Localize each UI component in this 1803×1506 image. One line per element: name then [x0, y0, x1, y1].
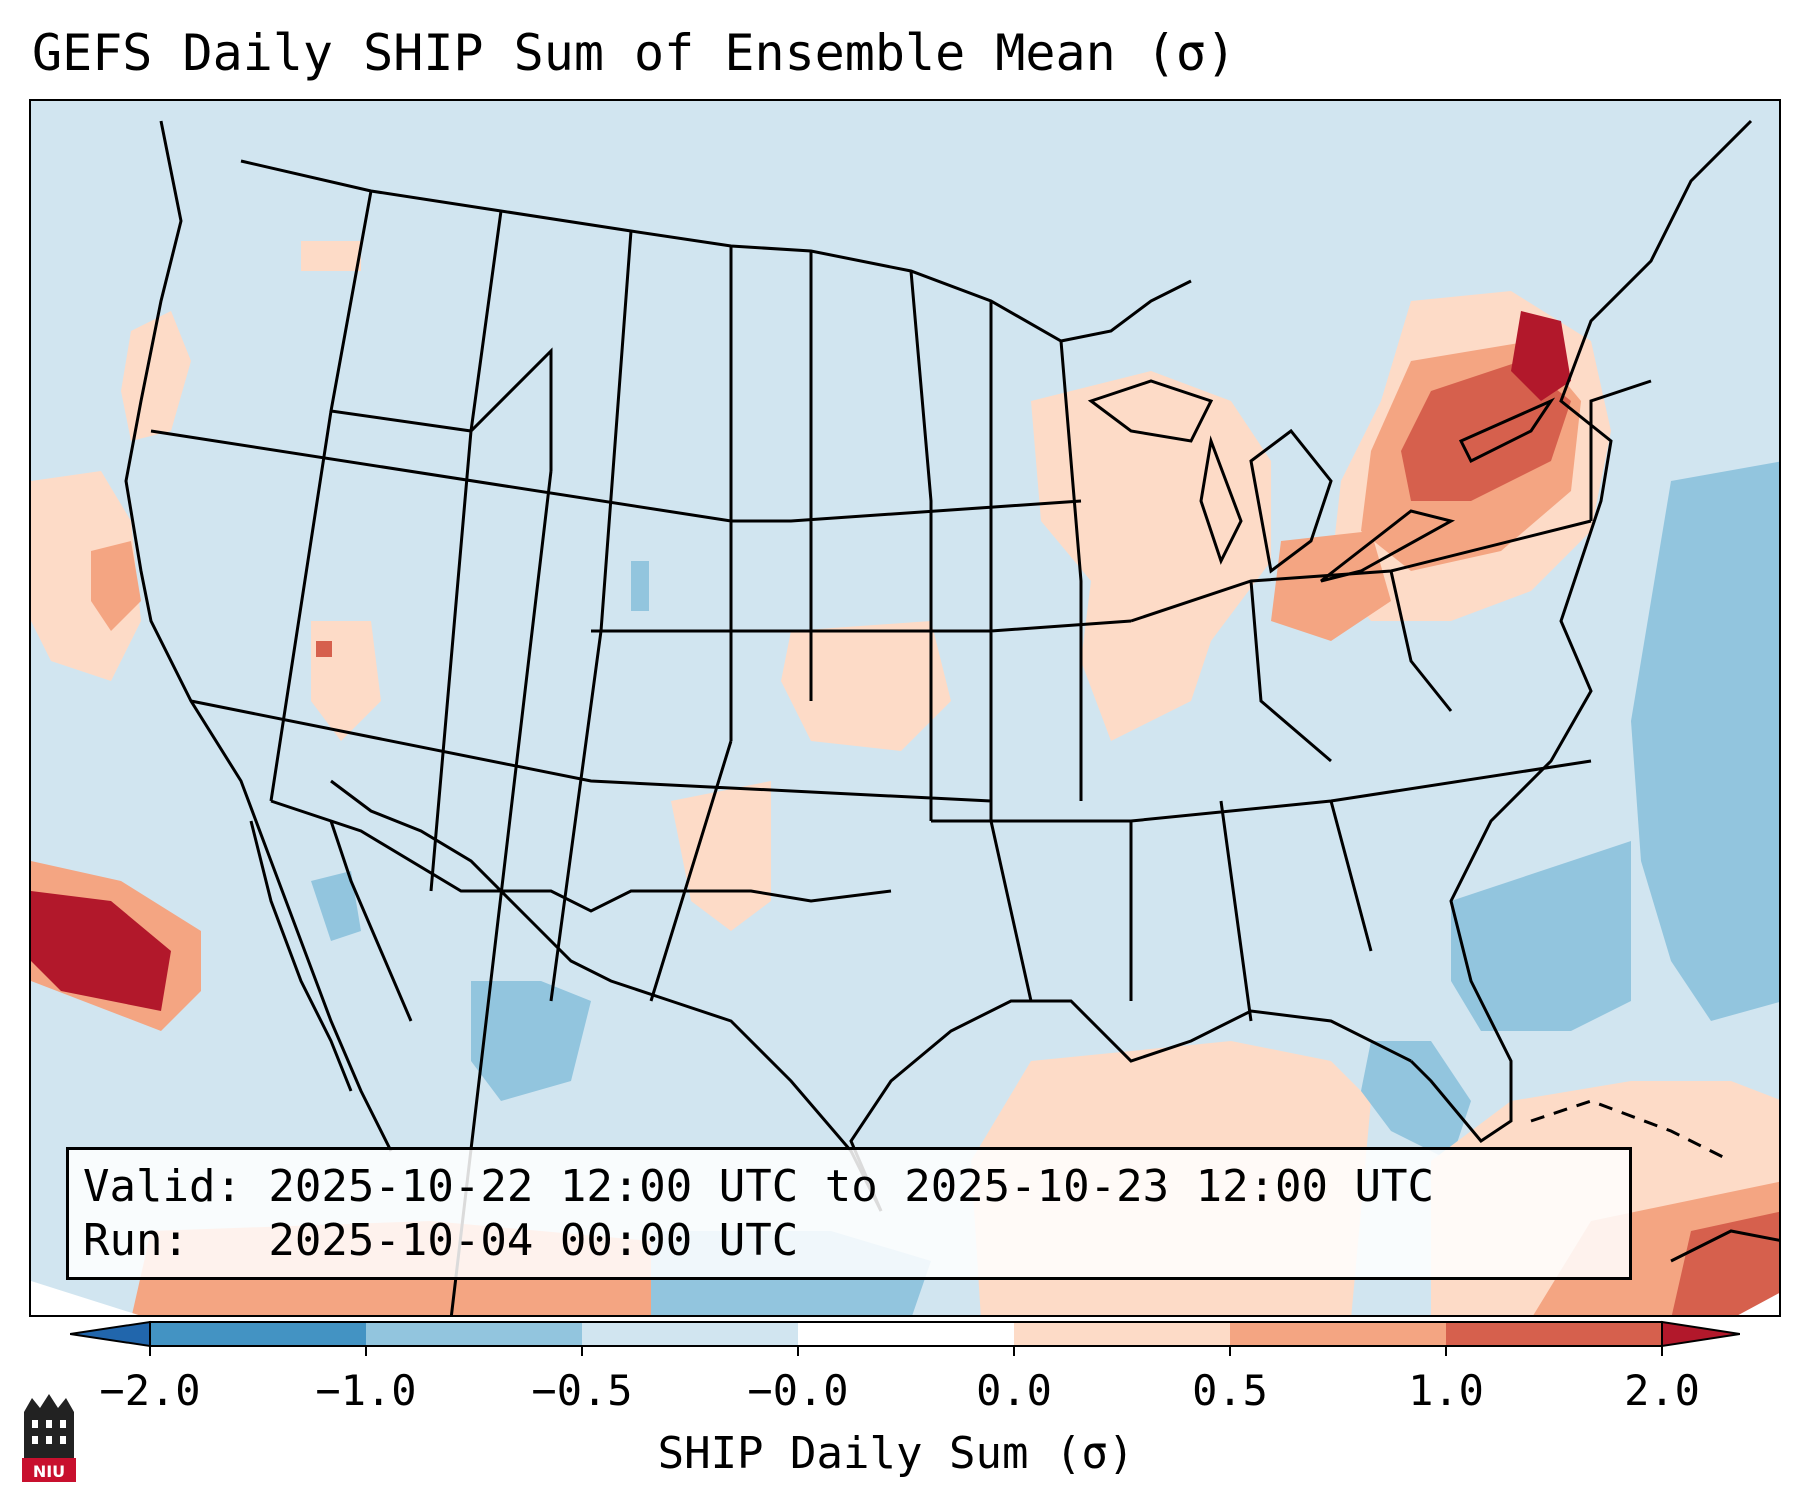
colorbar-tick-label: −0.0 — [747, 1366, 849, 1415]
logo-text: NIU — [33, 1462, 65, 1481]
coastline-mexico — [330, 779, 883, 1212]
colorbar-segment-4 — [798, 1322, 1014, 1346]
coastline-hispaniola — [1670, 1229, 1779, 1263]
anomaly-patch-caribbean-dark — [1671, 1211, 1779, 1315]
colorbar — [70, 1320, 1740, 1356]
colorbar-segment-6 — [1230, 1322, 1446, 1346]
anomaly-patch-florida-cool — [1361, 1041, 1471, 1161]
anomaly-patch-washington — [301, 241, 361, 271]
colorbar-extend-low — [70, 1320, 151, 1348]
page-title: GEFS Daily SHIP Sum of Ensemble Mean (σ) — [32, 24, 1237, 82]
colorbar-segment-5 — [1014, 1322, 1230, 1346]
anomaly-patch-central-plains — [781, 621, 951, 751]
coastline-cuba — [1530, 1099, 1732, 1163]
anomaly-patch-nevada — [311, 621, 381, 741]
anomaly-patch-mexico-cool — [471, 981, 591, 1101]
colorbar-segment-3 — [582, 1322, 798, 1346]
anomaly-patch-colorado-cool — [631, 561, 649, 611]
colorbar-tick-label: 1.0 — [1408, 1366, 1484, 1415]
valid-time-text: Valid: 2025-10-22 12:00 UTC to 2025-10-2… — [83, 1161, 1435, 1212]
map-projection-edge-right — [1738, 1293, 1779, 1315]
niu-logo-icon: NIU — [22, 1394, 76, 1482]
colorbar-tick-label: 0.5 — [1192, 1366, 1268, 1415]
coastline-east — [1409, 119, 1753, 1143]
colorbar-tick-label: −0.5 — [531, 1366, 633, 1415]
map-panel — [29, 99, 1781, 1317]
anomaly-patch-eastern-pacific-core — [31, 891, 171, 1011]
colorbar-tick-label: −2.0 — [99, 1366, 201, 1415]
colorbar-segment-2 — [366, 1322, 582, 1346]
coastline-baja — [249, 820, 353, 1092]
colorbar-frame — [149, 1321, 1663, 1347]
anomaly-patch-atlantic-cool — [1451, 841, 1631, 1031]
border-canada — [240, 159, 1192, 343]
colorbar-segment-1 — [150, 1322, 366, 1346]
valid-time-box: Valid: 2025-10-22 12:00 UTC to 2025-10-2… — [66, 1147, 1632, 1280]
map-canvas — [31, 119, 1779, 1315]
anomaly-patch-nevada-dark — [316, 641, 332, 657]
anomaly-patch-max — [1511, 311, 1571, 401]
state-lines — [150, 190, 1652, 1315]
coastline-gulf — [849, 999, 1412, 1212]
colorbar-ticks — [149, 1346, 1663, 1356]
map-projection-edge — [31, 1281, 139, 1315]
anomaly-patch-california-dark — [91, 541, 141, 631]
anomaly-patch-baja-cool — [311, 871, 361, 941]
anomaly-patch-texas-panhandle — [671, 781, 771, 931]
colorbar-segment-7 — [1446, 1322, 1662, 1346]
colorbar-tick-label: 0.0 — [976, 1366, 1052, 1415]
colorbar-tick-label: 2.0 — [1624, 1366, 1700, 1415]
coastline-gulf-of-california — [329, 820, 413, 1022]
colorbar-label: SHIP Daily Sum (σ) — [657, 1428, 1135, 1479]
anomaly-patch-ohio — [1271, 531, 1391, 641]
colorbar-tick-label: −1.0 — [315, 1366, 417, 1415]
run-time-text: Run: 2025-10-04 00:00 UTC — [83, 1215, 799, 1266]
anomaly-patch-western-atlantic — [1631, 461, 1779, 1021]
great-lakes-outline — [1087, 379, 1556, 583]
boundary-lines — [124, 119, 1779, 1315]
colorbar-extend-high — [1661, 1320, 1740, 1348]
anomaly-patch-great-lakes — [1031, 371, 1271, 741]
coastline-west — [124, 120, 393, 1152]
